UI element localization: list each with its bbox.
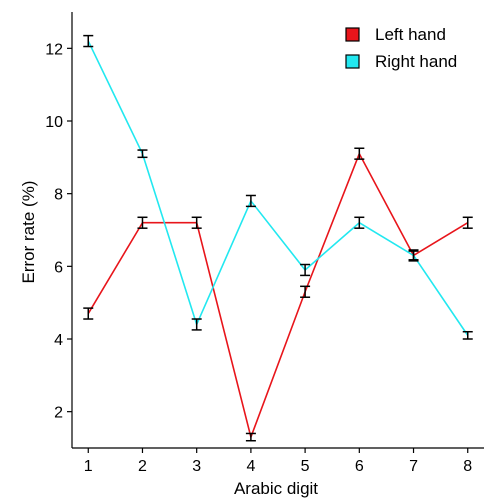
error-bar-right-hand xyxy=(300,263,311,277)
error-bar-right-hand xyxy=(191,318,202,331)
error-bar-right-hand xyxy=(83,34,94,48)
error-bar-right-hand xyxy=(462,330,473,340)
error-bar-left-hand xyxy=(191,216,202,229)
x-tick-label: 1 xyxy=(84,458,93,475)
error-bar-left-hand xyxy=(137,216,148,229)
error-bar-left-hand xyxy=(354,147,365,160)
legend-item-left-hand: Left hand xyxy=(345,25,446,44)
legend-label-left-hand: Left hand xyxy=(375,25,446,44)
error-bar-left-hand xyxy=(83,307,94,320)
x-tick-label: 3 xyxy=(192,458,201,475)
legend-label-right-hand: Right hand xyxy=(375,52,457,71)
x-tick-label: 4 xyxy=(246,458,255,475)
y-tick-label: 4 xyxy=(54,332,63,349)
y-tick-label: 6 xyxy=(54,259,63,276)
error-bar-left-hand xyxy=(462,216,473,229)
error-bar-right-hand xyxy=(245,194,256,208)
x-tick-label: 5 xyxy=(301,458,310,475)
x-tick-label: 2 xyxy=(138,458,147,475)
x-axis-title: Arabic digit xyxy=(234,479,318,498)
y-tick-label: 10 xyxy=(45,114,63,131)
legend-item-right-hand: Right hand xyxy=(345,52,457,71)
error-bar-right-hand xyxy=(137,149,148,159)
y-tick-label: 2 xyxy=(54,405,63,422)
legend-swatch-left-hand xyxy=(345,27,360,42)
x-tick-label: 7 xyxy=(409,458,418,475)
x-tick-label: 8 xyxy=(463,458,472,475)
series-line-right-hand xyxy=(87,40,469,336)
error-bar-left-hand xyxy=(300,285,311,298)
y-axis-title: Error rate (%) xyxy=(19,181,38,284)
error-bar-left-hand xyxy=(245,432,256,442)
error-bar-right-hand xyxy=(354,216,365,229)
legend-swatch-right-hand xyxy=(345,54,360,69)
x-tick-label: 6 xyxy=(355,458,364,475)
legend: Left hand Right hand xyxy=(345,25,457,71)
series-line-left-hand xyxy=(87,152,469,438)
error-bar-right-hand xyxy=(408,249,419,262)
y-tick-label: 12 xyxy=(45,41,63,58)
y-tick-label: 8 xyxy=(54,187,63,204)
